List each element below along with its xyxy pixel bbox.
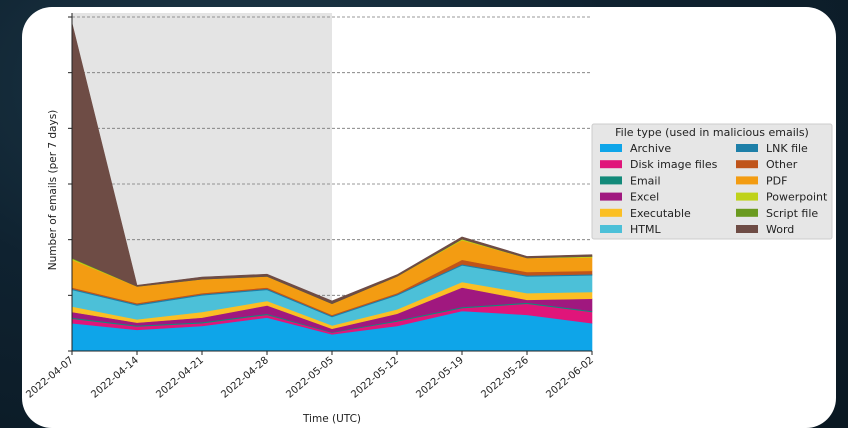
- legend-label-powerpoint: Powerpoint: [766, 191, 828, 204]
- x-tick-label: 2022-05-26: [479, 355, 531, 401]
- legend: File type (used in malicious emails) Arc…: [591, 123, 833, 240]
- legend-swatch-other: [736, 160, 758, 169]
- legend-label-lnk-file: LNK file: [766, 142, 808, 155]
- chart-card: 2022-04-07 2022-04-14 2022-04-21 2022-04-28…: [22, 7, 836, 428]
- legend-swatch-powerpoint: [736, 192, 758, 201]
- legend-label-email: Email: [630, 174, 661, 187]
- legend-label-word: Word: [766, 223, 794, 236]
- legend-label-archive: Archive: [630, 142, 671, 155]
- legend-swatch-email: [600, 176, 622, 185]
- legend-title: File type (used in malicious emails): [615, 126, 809, 139]
- stacked-area-chart: 2022-04-07 2022-04-14 2022-04-21 2022-04-28…: [24, 13, 833, 425]
- x-tick-label: 2022-04-28: [219, 355, 271, 401]
- legend-label-html: HTML: [630, 223, 661, 236]
- legend-swatch-script-file: [736, 208, 758, 217]
- legend-label-executable: Executable: [630, 207, 691, 220]
- y-axis-label: Number of emails (per 7 days): [47, 110, 59, 271]
- legend-swatch-archive: [600, 144, 622, 152]
- x-tick-label: 2022-04-21: [154, 355, 206, 401]
- legend-swatch-pdf: [736, 176, 758, 185]
- legend-swatch-executable: [600, 208, 622, 217]
- legend-swatch-lnk-file: [736, 144, 758, 152]
- legend-label-other: Other: [766, 158, 798, 171]
- x-axis-label: Time (UTC): [302, 413, 361, 425]
- legend-label-pdf: PDF: [766, 174, 787, 187]
- x-tick-label: 2022-05-12: [349, 355, 401, 401]
- area-word: [71, 22, 593, 304]
- area-layer: [71, 22, 593, 352]
- legend-swatch-excel: [600, 192, 622, 201]
- legend-label-disk-image-files: Disk image files: [630, 158, 718, 171]
- legend-items: Archive Disk image files Email Excel Executa…: [600, 142, 828, 236]
- legend-label-excel: Excel: [630, 191, 659, 204]
- legend-box: [591, 123, 833, 240]
- legend-swatch-word: [736, 225, 758, 233]
- x-tick-label: 2022-04-07: [24, 355, 76, 401]
- legend-label-script-file: Script file: [766, 207, 818, 220]
- legend-swatch-html: [600, 225, 622, 233]
- x-tick-label: 2022-06-02: [544, 355, 596, 401]
- x-tick-label: 2022-04-14: [89, 355, 141, 401]
- x-tick-label: 2022-05-05: [284, 355, 336, 401]
- x-tick-label: 2022-05-19: [414, 355, 466, 401]
- legend-swatch-disk-image-files: [600, 160, 622, 169]
